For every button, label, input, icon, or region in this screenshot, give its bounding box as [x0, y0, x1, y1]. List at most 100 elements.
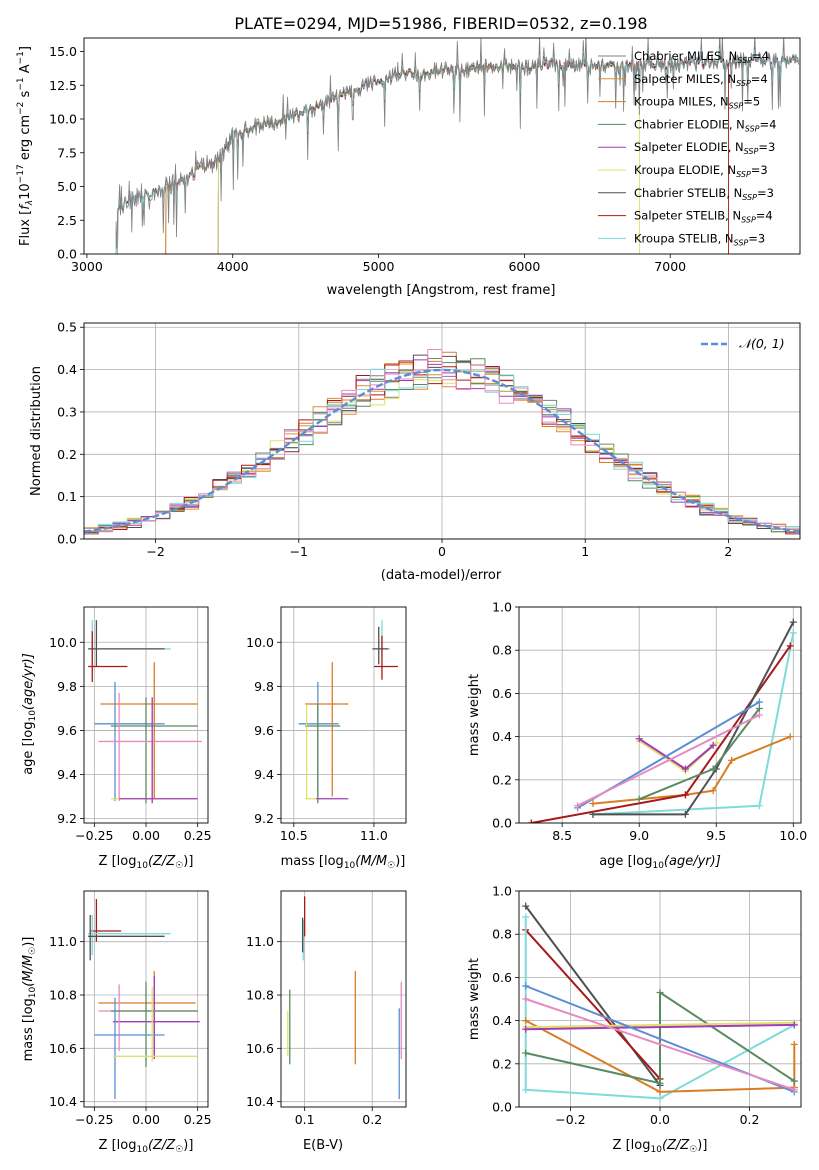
y-tick-label: 1.0	[492, 884, 512, 899]
plot-area	[527, 618, 797, 823]
legend-entry-sub: SSP	[734, 238, 749, 247]
spectrum-panel: 3000 4000 5000 6000 7000 0.0 2.5 5.0 7.5 10.0 12.5…	[49, 37, 801, 274]
x-tick-label: 9.5	[706, 828, 726, 843]
legend-entry-name: Chabrier MILES, N	[634, 49, 737, 63]
mass-weight-marker	[522, 1086, 530, 1094]
y-tick-label: 0.2	[57, 447, 77, 462]
legend-entry-name: Kroupa ELODIE, N	[634, 163, 736, 177]
y-tick-label: 10.8	[49, 988, 77, 1003]
y-tick-label: 10.6	[49, 1041, 77, 1056]
x-tick-label: 4000	[217, 259, 249, 274]
x-tick-label: 3000	[71, 259, 103, 274]
mass-weight-marker	[789, 629, 797, 637]
mass-weight-marker	[522, 995, 530, 1003]
legend-entry-count: =5	[743, 95, 760, 109]
mass-weight-marker	[656, 1094, 664, 1102]
mass-weight-line-salpeter-elodie	[525, 1023, 795, 1031]
legend-entry-count: =4	[751, 72, 768, 86]
y-tick-label: 0.0	[492, 1100, 512, 1115]
y-tick-label: 9.4	[57, 767, 77, 782]
y-tick-label: 0.1	[57, 489, 77, 504]
legend-entry-name: Kroupa MILES, N	[634, 95, 729, 109]
mass-weight-marker	[681, 791, 689, 799]
mass-weight-marker	[635, 735, 643, 743]
mass-weight-marker	[790, 1077, 798, 1085]
mass-weight-marker	[709, 741, 717, 749]
mwAge-xlabel: age [log10(age/yr)]	[599, 854, 721, 871]
x-tick-label: 8.5	[552, 828, 572, 843]
axes-frame	[280, 606, 407, 824]
x-tick-label: 0.1	[295, 1112, 315, 1127]
y-tick-label: 10.0	[49, 635, 77, 650]
plot-area	[84, 349, 800, 535]
axes-frame	[518, 606, 802, 824]
y-tick-label: 10.4	[246, 1094, 274, 1109]
x-tick-label: 2	[724, 544, 732, 559]
figure-title: PLATE=0294, MJD=51986, FIBERID=0532, z=0…	[234, 14, 647, 33]
y-tick-label: 5.0	[57, 179, 77, 194]
y-tick-label: 12.5	[49, 78, 77, 93]
mass-weight-marker	[589, 800, 597, 808]
mwZ-ylabel: mass weight	[467, 958, 482, 1040]
age-vs-mass-panel: 10.5 11.0 9.2 9.4 9.6 9.8 10.0	[246, 606, 407, 843]
massZ-ylabel: mass [log10(M/M☉)]	[21, 937, 38, 1062]
x-tick-label: 1	[581, 544, 589, 559]
legend-entry-sub: SSP	[736, 170, 751, 179]
mass-weight-marker	[522, 913, 530, 921]
y-tick-label: 0.3	[57, 404, 77, 419]
mass-weight-line-kroupa-stelib	[524, 916, 795, 1100]
axes-frame	[83, 606, 209, 824]
y-tick-label: 0.0	[57, 532, 77, 547]
legend-entry-count: =4	[752, 49, 769, 63]
hist-legend-normal-label: 𝒩(0, 1)	[739, 336, 785, 351]
legend-entry-sub: SSP	[729, 102, 744, 111]
mass-weight-marker	[522, 1049, 530, 1057]
legend-entry-count: =3	[757, 186, 774, 200]
mass-weight-marker	[755, 802, 763, 810]
axes-frame	[83, 322, 801, 540]
mass-weight-marker	[789, 618, 797, 626]
y-tick-label: 11.0	[49, 934, 77, 949]
hist-ylabel: Normed distribution	[29, 366, 44, 496]
legend-entry-count: =3	[758, 140, 775, 154]
x-tick-label: −0.25	[75, 828, 113, 843]
x-tick-label: 0.2	[740, 1112, 760, 1127]
x-tick-label: 0.2	[362, 1112, 382, 1127]
axes-frame	[518, 890, 802, 1108]
legend-entry-count: =4	[756, 209, 773, 223]
y-tick-label: 0.0	[492, 816, 512, 831]
mass-weight-marker	[522, 1017, 530, 1025]
y-tick-label: 9.6	[57, 723, 77, 738]
y-tick-label: 2.5	[57, 213, 77, 228]
mass-weight-marker	[522, 982, 530, 990]
y-tick-label: 10.0	[246, 635, 274, 650]
y-tick-label: 0.4	[492, 1013, 512, 1028]
mass-weight-line-kroupa-elodie	[525, 1021, 795, 1029]
legend-entry-label: Salpeter STELIB, NSSP=4	[634, 209, 773, 225]
mass-weight-marker	[755, 698, 763, 706]
mass-weight-line-pink	[525, 998, 795, 1091]
plot-area	[115, 38, 799, 254]
mass-weight-marker	[790, 1086, 798, 1094]
hist-legend: 𝒩(0, 1)	[701, 336, 785, 351]
legend-entry-label: Salpeter ELODIE, NSSP=3	[634, 140, 775, 156]
mass-weight-line-chabrier-elodie	[525, 991, 795, 1085]
y-tick-label: 0.5	[57, 320, 77, 335]
x-tick-label: 0.25	[184, 1112, 212, 1127]
ageZ-xlabel: Z [log10(Z/Z☉)]	[99, 854, 194, 871]
axes-frame	[83, 37, 801, 255]
legend-entry-name: Salpeter STELIB, N	[634, 209, 741, 223]
axes-frame	[280, 890, 407, 1108]
mass-weight-marker	[786, 733, 794, 741]
massZ-xlabel: Z [log10(Z/Z☉)]	[99, 1138, 194, 1155]
legend-entry-label: Chabrier MILES, NSSP=4	[634, 49, 769, 65]
mass-vs-metallicity-panel: −0.25 0.00 0.25 10.4 10.6 10.8 11.0	[49, 890, 212, 1127]
massE-xlabel: E(B-V)	[303, 1138, 343, 1153]
mass-weight-marker	[574, 802, 582, 810]
mass-weight-line-chabrier-stelib	[593, 621, 795, 816]
hist-xlabel: (data-model)/error	[381, 568, 502, 583]
mass-weight-marker	[786, 642, 794, 650]
legend-entry-count: =3	[751, 163, 768, 177]
